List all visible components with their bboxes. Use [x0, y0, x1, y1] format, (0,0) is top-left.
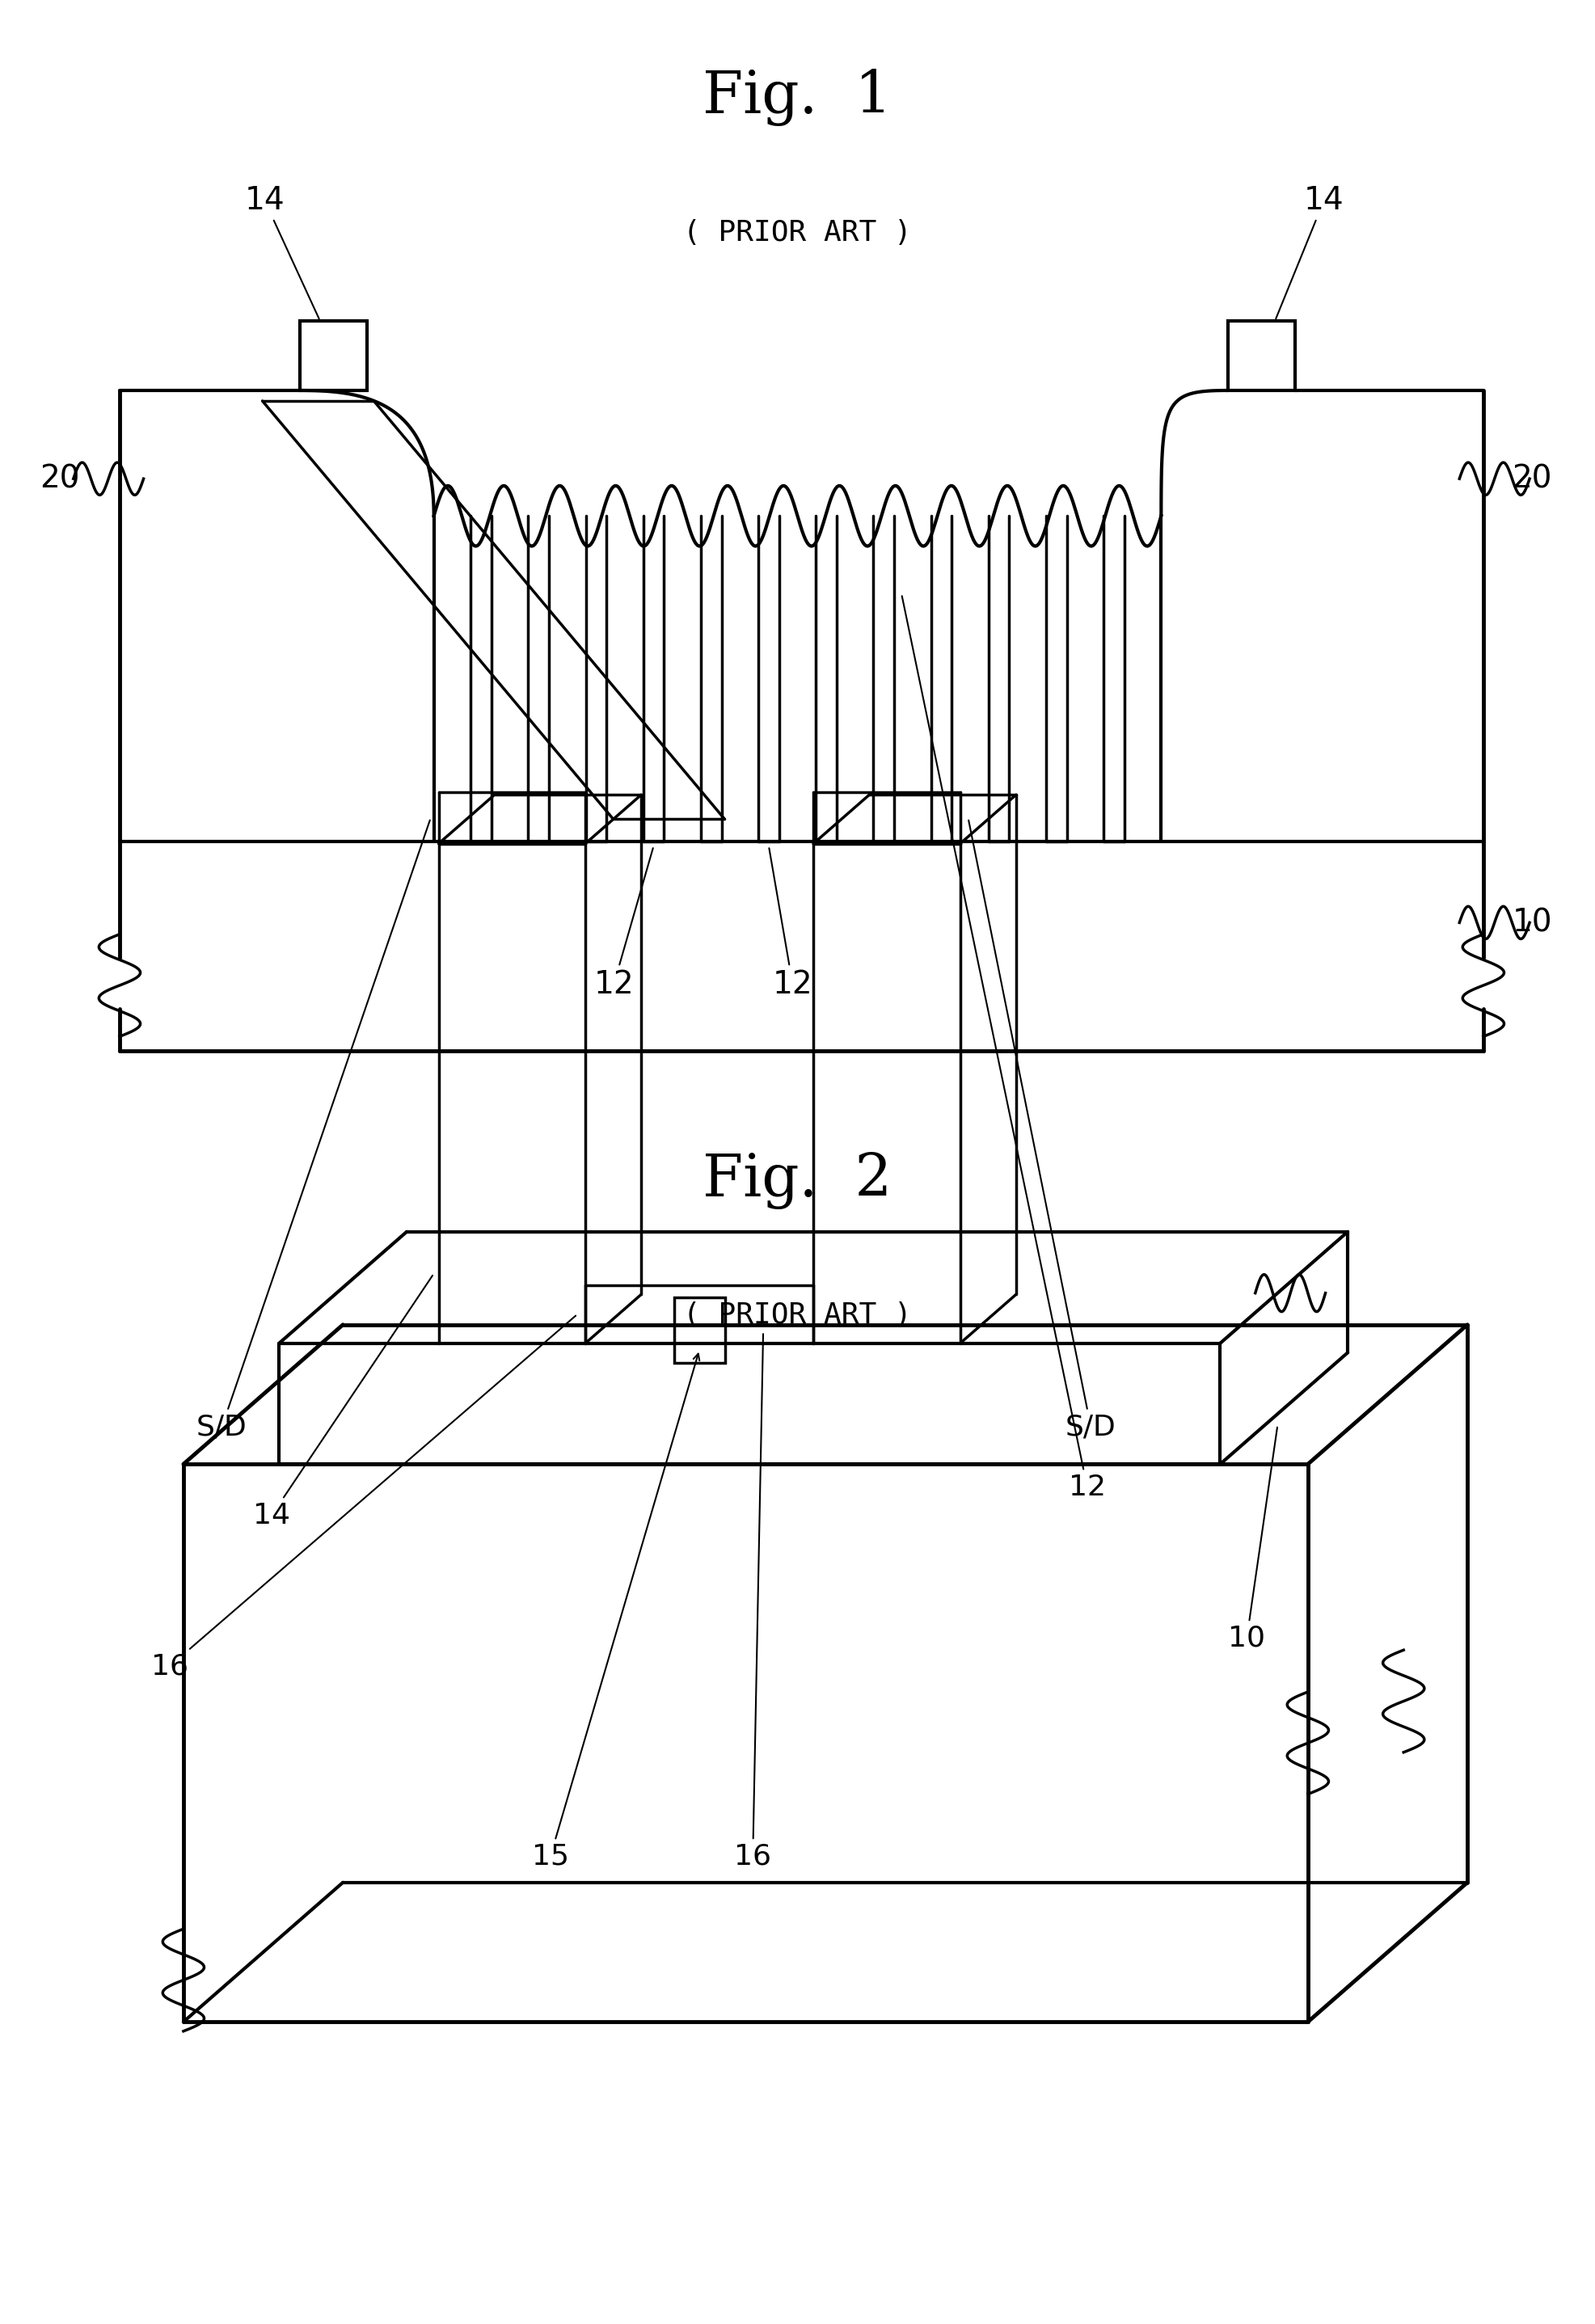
Text: 10: 10: [1228, 1427, 1278, 1652]
Text: 15: 15: [531, 1355, 700, 1871]
Text: 14: 14: [244, 186, 319, 318]
Text: 12: 12: [593, 848, 652, 999]
Text: 12: 12: [769, 848, 813, 999]
Text: ( PRIOR ART ): ( PRIOR ART ): [683, 1301, 912, 1329]
Text: 20: 20: [40, 462, 80, 495]
Text: 20: 20: [1512, 462, 1552, 495]
Text: 16: 16: [734, 1334, 772, 1871]
Text: 10: 10: [1512, 906, 1552, 939]
Bar: [300, 321, 367, 390]
Text: ( PRIOR ART ): ( PRIOR ART ): [683, 218, 912, 246]
Text: Fig.  2: Fig. 2: [703, 1153, 892, 1208]
Text: S/D: S/D: [196, 820, 431, 1441]
Text: 16: 16: [152, 1315, 576, 1680]
Text: 12: 12: [901, 595, 1105, 1501]
Text: Fig.  1: Fig. 1: [703, 70, 892, 125]
Text: 14: 14: [254, 1276, 432, 1529]
Text: S/D: S/D: [968, 820, 1116, 1441]
Bar: [1228, 321, 1295, 390]
Bar: [673, 1297, 724, 1362]
Text: 14: 14: [1276, 186, 1345, 318]
